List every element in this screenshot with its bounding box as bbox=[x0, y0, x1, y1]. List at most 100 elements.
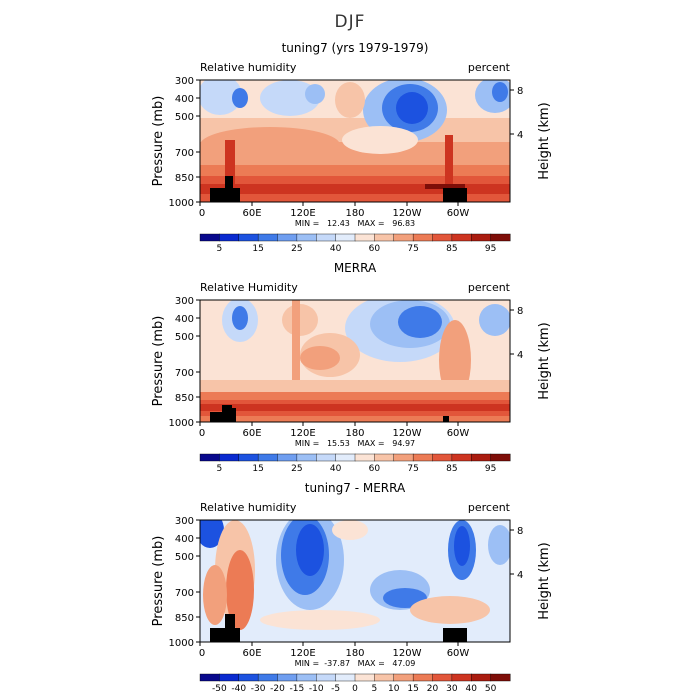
y-right-axis-title: Height (km) bbox=[537, 542, 552, 619]
colorbar-swatch bbox=[471, 453, 492, 462]
min-max-stats: MIN = -37.87 MAX = 47.09 bbox=[295, 659, 416, 668]
x-tick-label: 180 bbox=[345, 648, 364, 659]
topography bbox=[443, 628, 467, 642]
x-tick-label: 120W bbox=[393, 208, 422, 219]
colorbar-swatch bbox=[393, 453, 414, 462]
colorbar-label: -30 bbox=[251, 684, 266, 694]
colorbar-swatch bbox=[296, 233, 317, 242]
colorbar-label: 60 bbox=[369, 464, 381, 474]
colorbar-swatch bbox=[199, 673, 220, 682]
y-right-axis-title: Height (km) bbox=[537, 322, 552, 399]
colorbar-swatch bbox=[257, 453, 279, 462]
topography bbox=[222, 405, 232, 422]
colorbar-label: 95 bbox=[485, 244, 496, 254]
colorbar-label: 0 bbox=[352, 684, 358, 694]
colorbar-swatch bbox=[393, 673, 414, 682]
y-tick-label: 700 bbox=[175, 588, 194, 599]
colorbar-swatch bbox=[432, 453, 453, 462]
panel-left-label: Relative humidity bbox=[200, 61, 297, 74]
x-tick-label: 180 bbox=[345, 208, 364, 219]
colorbar-swatch bbox=[219, 673, 240, 682]
y-tick-label: 850 bbox=[175, 393, 194, 404]
colorbar-label: -40 bbox=[231, 684, 246, 694]
y-tick-label: 400 bbox=[175, 534, 194, 545]
topography bbox=[443, 188, 467, 202]
x-tick-label: 120E bbox=[290, 428, 315, 439]
x-tick-label: 120W bbox=[393, 648, 422, 659]
colorbar-swatch bbox=[451, 233, 472, 242]
colorbar-swatch bbox=[374, 673, 395, 682]
x-tick-label: 180 bbox=[345, 428, 364, 439]
colorbar-swatch bbox=[451, 673, 472, 682]
panel-2: MERRA Relative Humidity percent 30 bbox=[151, 261, 552, 474]
x-tick-label: 0 bbox=[199, 428, 205, 439]
x-tick-label: 60W bbox=[447, 208, 470, 219]
figure-title: DJF bbox=[334, 12, 366, 32]
colorbar-swatch bbox=[471, 233, 492, 242]
colorbar-swatch bbox=[277, 453, 298, 462]
colorbar-swatch bbox=[490, 233, 511, 242]
y-tick-label: 1000 bbox=[169, 638, 194, 649]
x-tick-label: 120E bbox=[290, 208, 315, 219]
y-right-tick-label: 4 bbox=[517, 130, 523, 141]
colorbar-label: 40 bbox=[330, 244, 342, 254]
colorbar-swatch bbox=[412, 233, 434, 242]
colorbar-swatch bbox=[316, 233, 337, 242]
y-tick-label: 850 bbox=[175, 173, 194, 184]
colorbar-swatch bbox=[238, 233, 259, 242]
colorbar-swatch bbox=[354, 673, 375, 682]
panel-left-label: Relative Humidity bbox=[200, 281, 298, 294]
colorbar-swatch bbox=[490, 453, 511, 462]
colorbar-label: -10 bbox=[309, 684, 324, 694]
y-right-tick-label: 8 bbox=[517, 306, 523, 317]
colorbar-label: 40 bbox=[330, 464, 342, 474]
y-axis-title: Pressure (mb) bbox=[151, 316, 166, 407]
x-tick-label: 60E bbox=[242, 648, 261, 659]
colorbar: -50 -40 -30 -20 -15 -10 -5 0 5 10 15 20 30 40 50 bbox=[199, 673, 511, 694]
colorbar-swatch bbox=[316, 673, 337, 682]
plot-area: 300 400 500 700 850 1000 8 4 0 60E 120E … bbox=[169, 516, 524, 668]
colorbar-swatch bbox=[412, 673, 434, 682]
colorbar: 5 15 25 40 60 75 85 95 bbox=[199, 453, 511, 474]
x-tick-label: 60E bbox=[242, 208, 261, 219]
colorbar-swatch bbox=[412, 453, 434, 462]
colorbar-swatch bbox=[374, 233, 395, 242]
colorbar-label: -50 bbox=[212, 684, 227, 694]
x-tick-label: 60E bbox=[242, 428, 261, 439]
colorbar-label: -20 bbox=[270, 684, 285, 694]
panel-1: tuning7 (yrs 1979-1979) Relative humidit… bbox=[151, 41, 552, 254]
heatmap-field bbox=[200, 300, 510, 422]
topography bbox=[225, 176, 233, 202]
colorbar-label: 25 bbox=[291, 464, 302, 474]
colorbar-label: 75 bbox=[407, 244, 418, 254]
colorbar-swatch bbox=[490, 673, 511, 682]
plot-area: 300 400 500 700 850 1000 8 4 0 60E 120E … bbox=[169, 76, 524, 228]
panel-3: tuning7 - MERRA Relative humidity percen… bbox=[151, 481, 552, 694]
panel-left-label: Relative humidity bbox=[200, 501, 297, 514]
colorbar-label: 10 bbox=[388, 684, 400, 694]
colorbar-label: 95 bbox=[485, 464, 496, 474]
colorbar-label: 5 bbox=[372, 684, 378, 694]
colorbar-label: 85 bbox=[446, 244, 457, 254]
heatmap-field bbox=[200, 520, 510, 642]
panel-title: tuning7 (yrs 1979-1979) bbox=[282, 41, 429, 55]
y-tick-label: 500 bbox=[175, 112, 194, 123]
colorbar-label: -15 bbox=[290, 684, 305, 694]
x-tick-label: 0 bbox=[199, 208, 205, 219]
colorbar-label: 15 bbox=[252, 244, 263, 254]
y-tick-label: 400 bbox=[175, 94, 194, 105]
colorbar-label: 75 bbox=[407, 464, 418, 474]
plot-area: 300 400 500 700 850 1000 8 4 0 60E 120E … bbox=[169, 296, 524, 448]
y-tick-label: 700 bbox=[175, 368, 194, 379]
colorbar-swatch bbox=[219, 453, 240, 462]
colorbar-label: 30 bbox=[446, 684, 458, 694]
panel-title: MERRA bbox=[334, 261, 377, 275]
y-right-axis-title: Height (km) bbox=[537, 102, 552, 179]
colorbar-swatch bbox=[432, 233, 453, 242]
colorbar-label: 60 bbox=[369, 244, 381, 254]
colorbar-label: 5 bbox=[217, 464, 223, 474]
topography bbox=[225, 614, 235, 642]
y-tick-label: 400 bbox=[175, 314, 194, 325]
colorbar-label: 15 bbox=[407, 684, 418, 694]
y-tick-label: 300 bbox=[175, 516, 194, 527]
